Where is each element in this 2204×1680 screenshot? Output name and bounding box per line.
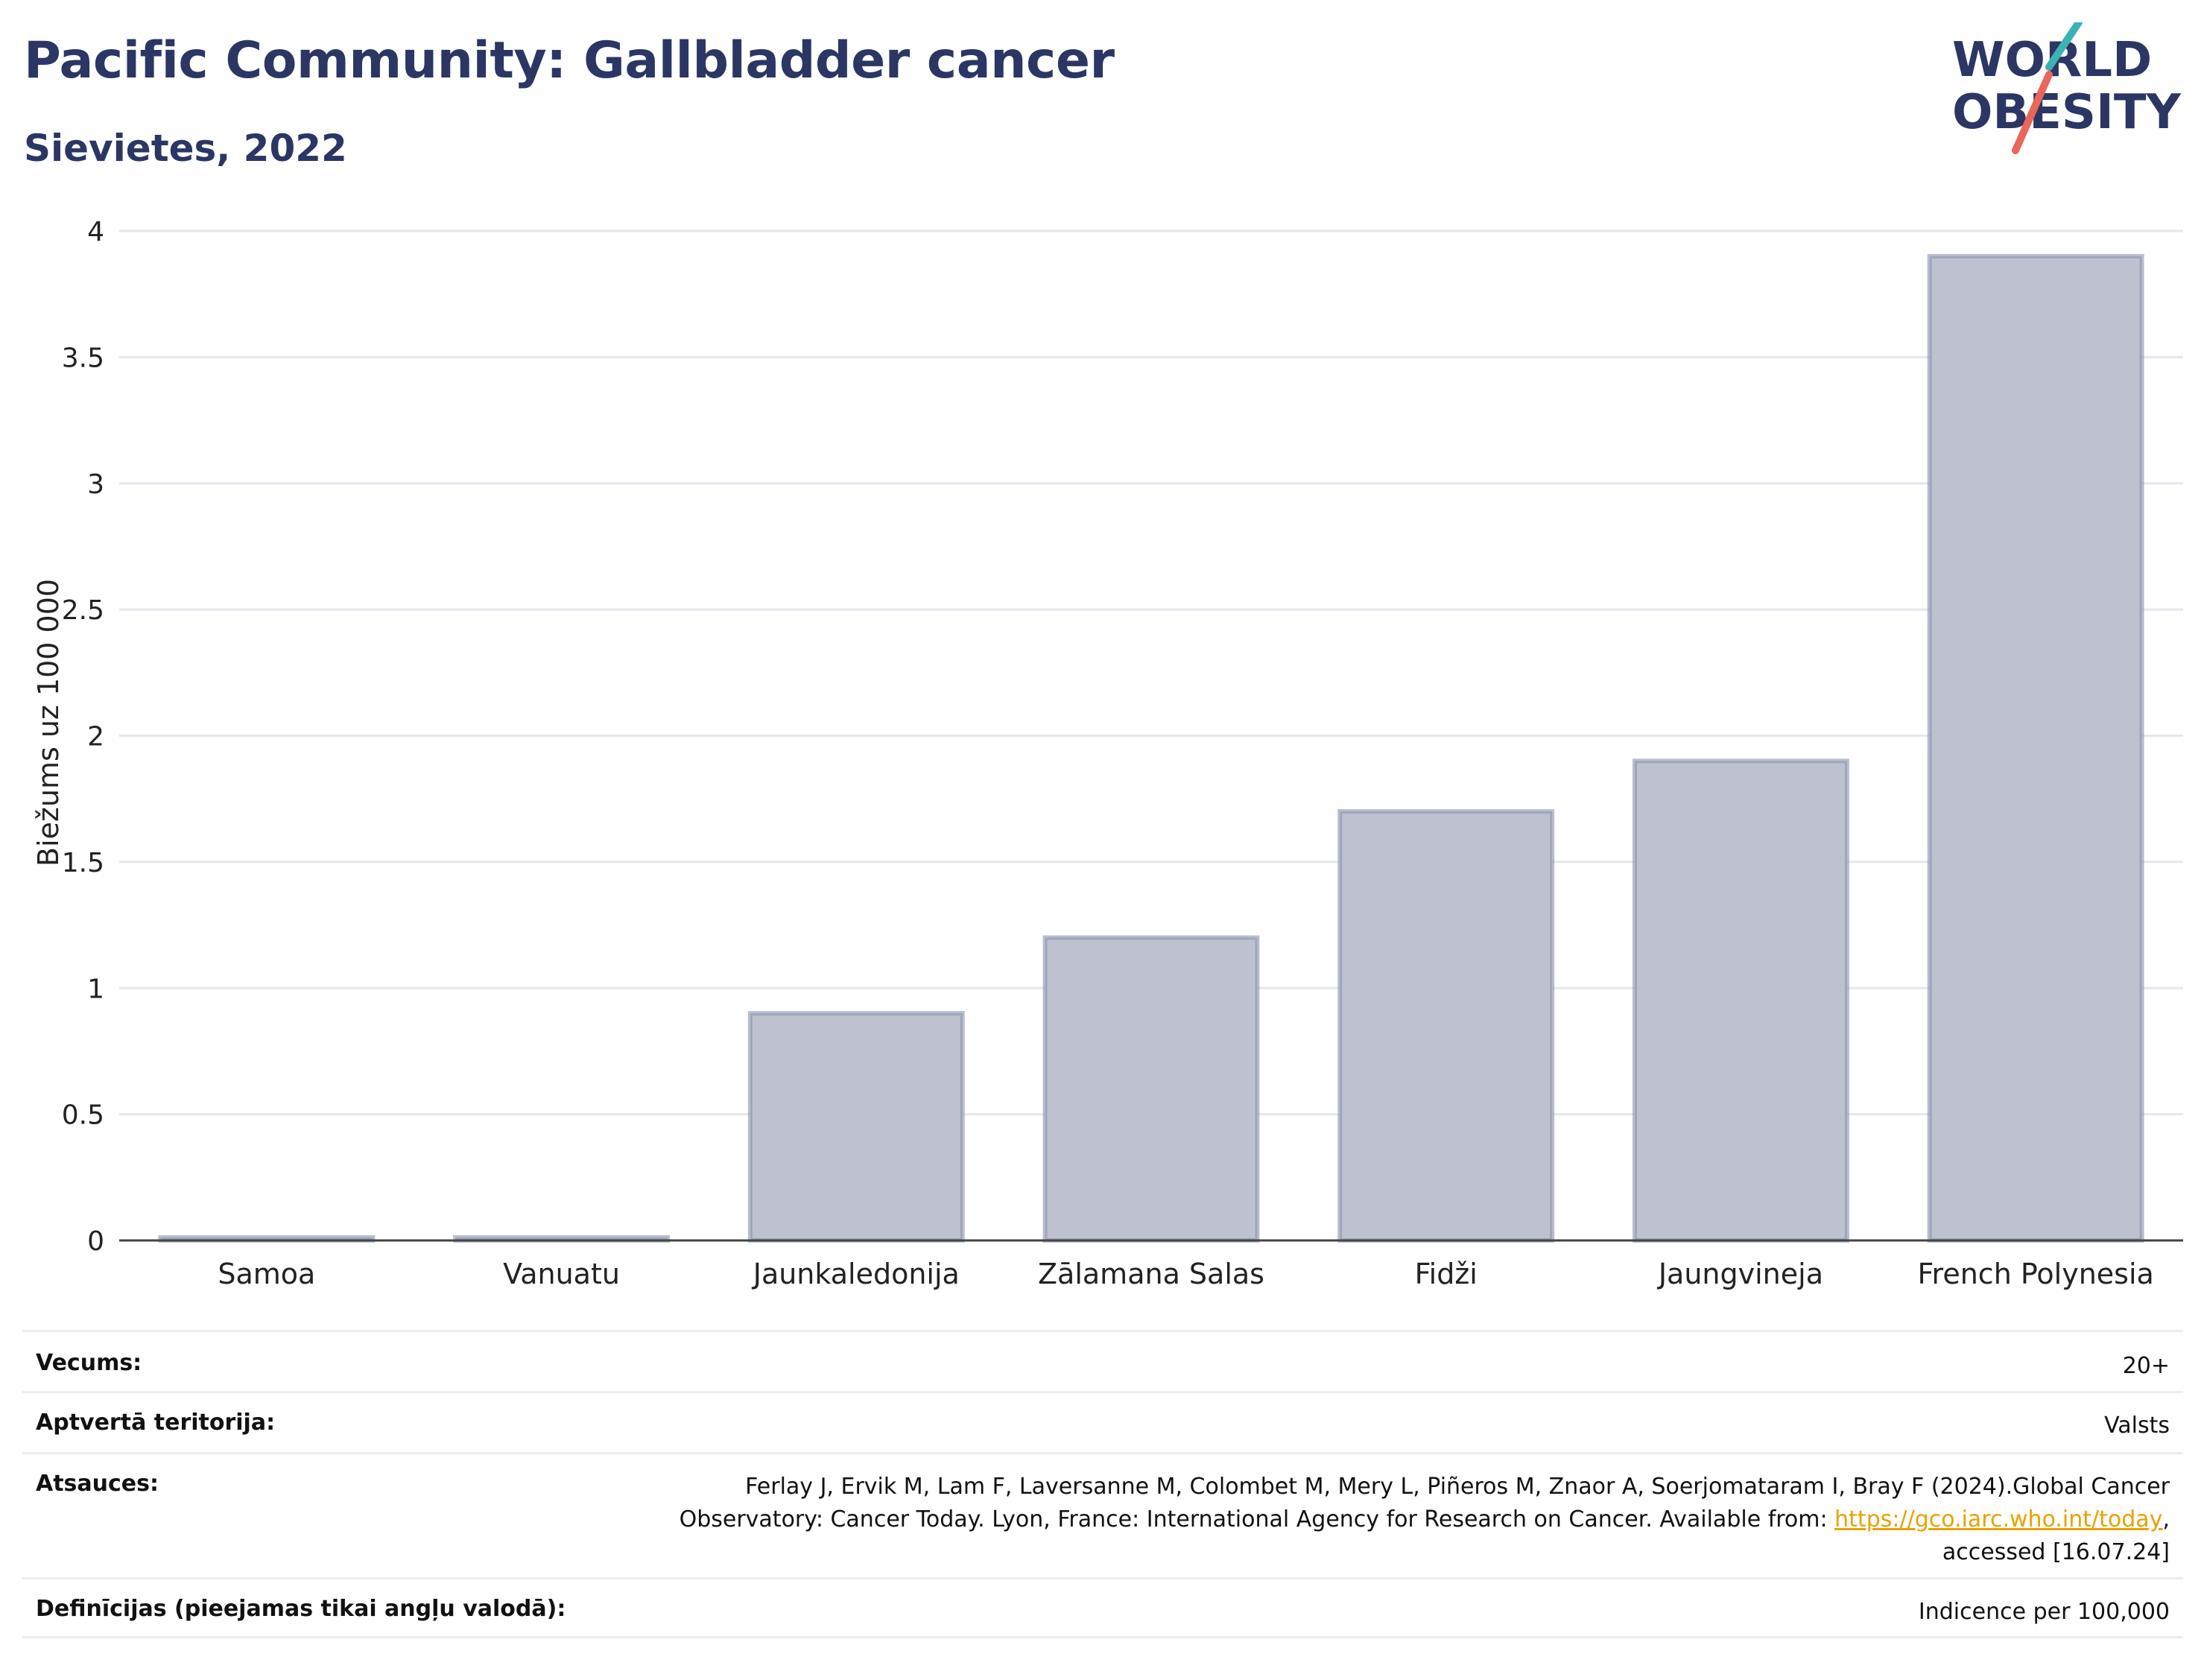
bar[interactable] xyxy=(747,1011,965,1243)
meta-row-definitions: Definīcijas (pieejamas tikai angļu valod… xyxy=(22,1577,2183,1638)
y-tick-label: 4 xyxy=(87,217,104,247)
bar[interactable] xyxy=(1042,935,1260,1243)
logo-text-line2: OBESITY xyxy=(1952,85,2181,140)
age-value: 20+ xyxy=(2122,1353,2170,1379)
bar[interactable] xyxy=(1337,809,1555,1243)
x-tick-label: Zālamana Salas xyxy=(1038,1258,1264,1290)
y-tick-label: 3.5 xyxy=(62,343,104,373)
definitions-value: Indicence per 100,000 xyxy=(1918,1599,2170,1625)
y-tick-label: 2.5 xyxy=(62,595,104,626)
bars xyxy=(158,253,2144,1243)
meta-row-references: Atsauces: Ferlay J, Ervik M, Lam F, Lave… xyxy=(22,1452,2183,1577)
coverage-value: Valsts xyxy=(2104,1413,2170,1439)
y-tick-label: 3 xyxy=(87,469,104,500)
definitions-label: Definīcijas (pieejamas tikai angļu valod… xyxy=(36,1596,566,1622)
y-tick-label: 2 xyxy=(87,722,104,752)
references-text-end: , accessed [16.07.24] xyxy=(1942,1506,2170,1565)
y-tick-label: 1 xyxy=(87,974,104,1004)
references-label: Atsauces: xyxy=(36,1471,159,1497)
logo-slash-teal xyxy=(2045,22,2083,71)
y-tick-label: 0.5 xyxy=(62,1100,104,1131)
x-tick-label: Samoa xyxy=(218,1258,315,1290)
coverage-label: Aptvertā teritorija: xyxy=(36,1410,276,1436)
bar-chart: 0 0.5 1 1.5 2 2.5 3 3.5 4 Samoa Vanuatu Jaunkaledo… xyxy=(32,217,2183,1290)
references-text: Ferlay J, Ervik M, Lam F, Laversanne M, … xyxy=(679,1474,2170,1532)
chart-subtitle: Sievietes, 2022 xyxy=(24,127,347,170)
world-obesity-logo: WORLD OBESITY xyxy=(1952,22,2181,154)
y-tick-label: 0 xyxy=(87,1226,104,1257)
references-value: Ferlay J, Ervik M, Lam F, Laversanne M, … xyxy=(635,1471,2170,1569)
x-tick-label: Vanuatu xyxy=(503,1258,620,1290)
logo-slash-red xyxy=(2012,71,2053,154)
x-tick-label: Fidži xyxy=(1415,1258,1478,1290)
meta-row-coverage: Aptvertā teritorija: Valsts xyxy=(22,1391,2183,1452)
chart-title: Pacific Community: Gallbladder cancer xyxy=(24,31,1115,90)
x-axis-ticks: Samoa Vanuatu Jaunkaledonija Zālamana Salas… xyxy=(218,1258,2153,1290)
references-link[interactable]: https://gco.iarc.who.int/today xyxy=(1834,1506,2163,1532)
x-tick-label: Jaungvineja xyxy=(1657,1258,1823,1290)
metadata-table: Vecums: 20+ Aptvertā teritorija: Valsts … xyxy=(22,1330,2183,1638)
y-tick-label: 1.5 xyxy=(62,848,104,878)
y-axis-label: Biežums uz 100 000 xyxy=(32,579,65,866)
meta-row-age: Vecums: 20+ xyxy=(22,1330,2183,1391)
x-tick-label: Jaunkaledonija xyxy=(752,1258,960,1290)
x-tick-label: French Polynesia xyxy=(1917,1258,2153,1290)
bar[interactable] xyxy=(1927,253,2144,1243)
y-axis-ticks: 0 0.5 1 1.5 2 2.5 3 3.5 4 xyxy=(62,217,104,1257)
age-label: Vecums: xyxy=(36,1350,142,1376)
bar[interactable] xyxy=(1632,758,1849,1243)
